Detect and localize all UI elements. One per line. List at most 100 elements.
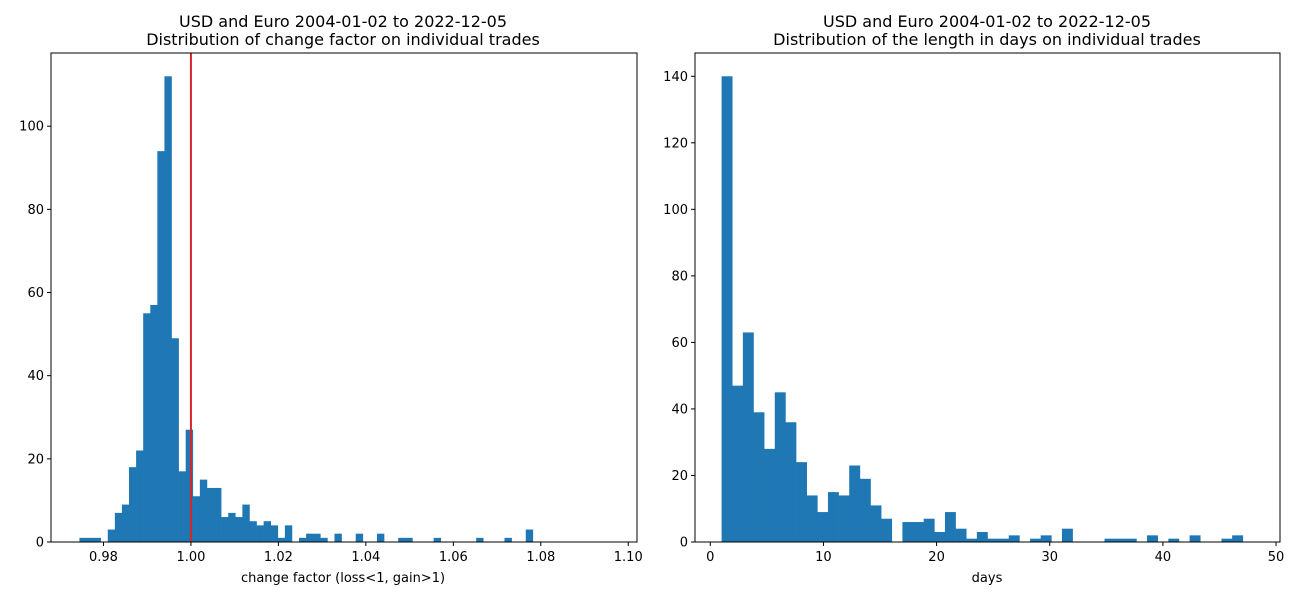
histogram-bar [476, 537, 484, 542]
histogram-bar [785, 422, 797, 542]
y-tick-label: 60 [671, 336, 688, 351]
right-x-axis-label: days [972, 571, 1003, 586]
y-tick-label: 20 [671, 469, 688, 484]
histogram-bar [1040, 535, 1052, 542]
histogram-bar [433, 537, 442, 542]
x-tick-label: 1.10 [614, 550, 643, 565]
left-chart-title: USD and Euro 2004-01-02 to 2022-12-05 [179, 12, 507, 31]
x-tick-label: 40 [1155, 550, 1172, 565]
histogram-bar [764, 448, 776, 542]
x-tick-label: 50 [1268, 550, 1285, 565]
histogram-bar [263, 521, 271, 542]
histogram-bar [136, 450, 144, 542]
histogram-bar [256, 525, 264, 542]
x-tick-label: 0.98 [89, 550, 118, 565]
histogram-bar [192, 496, 201, 542]
x-tick-label: 20 [928, 550, 945, 565]
histogram-bar [838, 495, 850, 542]
histogram-bar [902, 522, 914, 542]
histogram-bar [881, 518, 893, 542]
histogram-bar [242, 504, 250, 542]
x-tick-label: 30 [1041, 550, 1058, 565]
histogram-bar [1189, 535, 1201, 542]
left-y-axis: 0 20 40 60 80 100 [19, 120, 51, 551]
histogram-bar [129, 467, 137, 542]
y-tick-label: 80 [27, 203, 44, 218]
right-chart-subtitle: Distribution of the length in days on in… [773, 30, 1201, 49]
histogram-bar [398, 537, 406, 542]
histogram-bar [214, 487, 222, 542]
x-tick-label: 1.08 [526, 550, 555, 565]
x-tick-label: 1.06 [439, 550, 468, 565]
histogram-bar [320, 537, 328, 542]
histogram-bar [235, 517, 243, 542]
histogram-bar [1168, 538, 1180, 542]
chart-right: USD and Euro 2004-01-02 to 2022-12-05 Di… [663, 12, 1284, 586]
left-chart-subtitle: Distribution of change factor on individ… [146, 30, 540, 49]
histogram-bar [86, 537, 94, 542]
histogram-bar [79, 537, 87, 542]
y-tick-label: 0 [680, 536, 688, 551]
histogram-bar [1030, 538, 1041, 542]
y-tick-label: 80 [671, 269, 688, 284]
histogram-bar [306, 533, 314, 542]
histogram-bar [376, 533, 385, 542]
y-tick-label: 100 [19, 120, 44, 135]
histogram-bar [742, 332, 754, 542]
histogram-bar [313, 533, 321, 542]
histogram-bar [228, 512, 236, 542]
histogram-bar [299, 537, 307, 542]
histogram-bar [859, 478, 871, 542]
histogram-bar [998, 538, 1010, 542]
histogram-bar [525, 529, 534, 542]
histogram-bar [355, 533, 364, 542]
histogram-bar [732, 385, 744, 542]
histogram-bar [121, 504, 130, 542]
left-plot-frame [50, 52, 638, 543]
left-bars [79, 76, 534, 542]
histogram-bar [817, 512, 829, 542]
histogram-bar [284, 525, 293, 542]
x-tick-label: 1.02 [264, 550, 293, 565]
histogram-bar [955, 528, 967, 542]
histogram-bar [753, 412, 765, 542]
histogram-bar [178, 471, 186, 542]
histogram-bar [849, 465, 861, 542]
left-x-axis: 0.98 1.00 1.02 1.04 1.06 1.08 1.10 [89, 542, 643, 565]
histogram-bar [185, 429, 194, 542]
histogram-bar [334, 533, 342, 542]
left-x-axis-label: change factor (loss<1, gain>1) [241, 571, 445, 586]
histogram-bar [1147, 535, 1158, 542]
histogram-bar [966, 538, 978, 542]
histogram-bar [806, 495, 818, 542]
histogram-bar [504, 537, 512, 542]
histogram-bar [1221, 538, 1233, 542]
histogram-bar [270, 525, 279, 542]
right-chart-title: USD and Euro 2004-01-02 to 2022-12-05 [823, 12, 1151, 31]
histogram-bar [1104, 538, 1116, 542]
histogram-bar [150, 304, 158, 542]
x-tick-label: 1.00 [176, 550, 205, 565]
histogram-bar [221, 517, 229, 542]
histogram-bar [93, 537, 101, 542]
histogram-bar [171, 338, 179, 542]
x-tick-label: 0 [706, 550, 714, 565]
y-tick-label: 40 [671, 402, 688, 417]
x-tick-label: 10 [815, 550, 832, 565]
x-tick-label: 1.04 [351, 550, 380, 565]
y-tick-label: 40 [27, 369, 44, 384]
histogram-bar [206, 487, 215, 542]
histogram-bar [987, 538, 999, 542]
histogram-bar [405, 537, 413, 542]
histogram-bar [913, 522, 924, 542]
histogram-bar [721, 76, 733, 542]
histogram-bar [1232, 535, 1244, 542]
right-plot-frame [694, 52, 1281, 543]
histogram-bar [114, 512, 123, 542]
y-tick-label: 60 [27, 286, 44, 301]
y-tick-label: 0 [36, 536, 44, 551]
histogram-bar [923, 518, 935, 542]
histogram-bar [1008, 535, 1020, 542]
histogram-bar [249, 521, 257, 542]
